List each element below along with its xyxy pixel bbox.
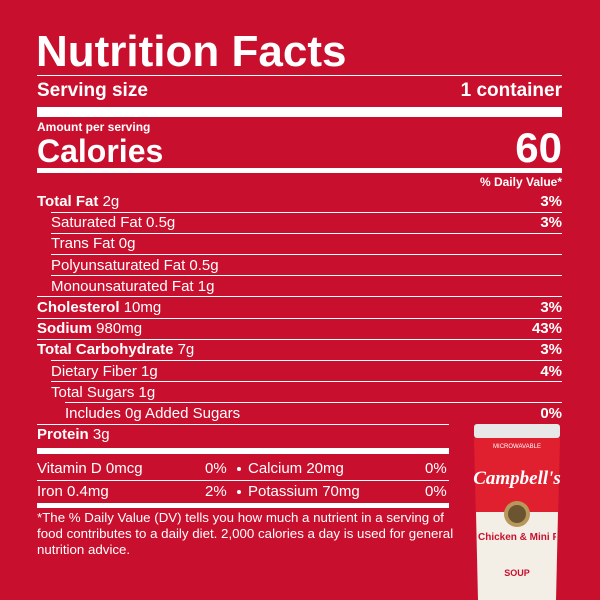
nutrient-row: Total Carbohydrate 7g 3% [37, 339, 562, 360]
amount-per-serving: Amount per serving [37, 120, 151, 134]
nutrient-name: Protein [37, 426, 89, 444]
rule [37, 480, 449, 481]
nutrient-name: Cholesterol [37, 299, 120, 316]
nutrient-name: Dietary Fiber 1g [51, 362, 158, 380]
nutrient-row: Dietary Fiber 1g 4% [37, 361, 562, 382]
nutrient-row: Total Sugars 1g [37, 382, 562, 403]
nutrient-amount: 2g [102, 193, 120, 210]
serving-label: Serving size [37, 80, 148, 101]
calories-label: Calories [37, 133, 164, 169]
footnote: *The % Daily Value (DV) tells you how mu… [37, 510, 454, 557]
bullet [237, 467, 241, 471]
rule [37, 503, 449, 508]
nutrient-row: Sodium 980mg 43% [37, 318, 562, 339]
nutrient-row: Monounsaturated Fat 1g [37, 276, 562, 297]
rule [51, 381, 562, 383]
vitamin-name: Calcium 20mg [248, 460, 344, 477]
nutrient-name: Sodium [37, 320, 92, 338]
vitamin-name: Vitamin D 0mcg [37, 460, 143, 477]
product-brand: Campbell's [473, 468, 561, 489]
title: Nutrition Facts [36, 27, 347, 76]
nutrient-name: Monounsaturated Fat 1g [51, 277, 215, 295]
vitamin-dv: 2% [205, 483, 227, 500]
rule [51, 211, 562, 213]
rule [37, 423, 449, 425]
vitamin-dv: 0% [425, 460, 447, 477]
nutrient-row: Includes 0g Added Sugars 0% [37, 403, 562, 424]
serving-value: 1 container [460, 80, 562, 101]
nutrient-amount: 7g [177, 341, 195, 359]
daily-value: 3% [540, 299, 562, 316]
nutrient-amount: 10mg [123, 299, 162, 316]
bullet [237, 490, 241, 494]
rule [51, 232, 562, 234]
rule [51, 359, 562, 361]
rule [37, 448, 449, 454]
nutrient-amount: 3g [92, 426, 110, 444]
rule [37, 168, 562, 173]
nutrient-name: Includes 0g Added Sugars [65, 405, 241, 422]
rule [37, 107, 562, 117]
rule [37, 296, 562, 298]
product-cup: MICROWAVABLE Campbell's Chicken & Mini R… [473, 424, 561, 600]
daily-value: 43% [531, 320, 562, 338]
nutrient-row: Total Fat 2g 3% [37, 191, 562, 212]
daily-value-header: % Daily Value* [479, 175, 562, 189]
nutrient-row: Trans Fat 0g [37, 233, 562, 254]
daily-value: 3% [540, 193, 562, 210]
nutrient-name: Polyunsaturated Fat 0.5g [51, 256, 219, 274]
vitamin-dv: 0% [425, 483, 447, 500]
nutrient-name: Total Fat [37, 193, 99, 210]
nutrient-row: Cholesterol 10mg 3% [37, 297, 562, 318]
rule [65, 402, 562, 404]
nutrient-name: Total Carbohydrate [37, 341, 174, 359]
product-name: Chicken & Mini Round Noodles [478, 532, 556, 543]
nutrient-row: Saturated Fat 0.5g 3% [37, 212, 562, 233]
rule [37, 338, 562, 340]
rule [51, 253, 562, 255]
vitamin-dv: 0% [205, 460, 227, 477]
daily-value: 4% [540, 362, 562, 380]
nutrient-row: Polyunsaturated Fat 0.5g [37, 255, 562, 276]
nutrient-name: Saturated Fat 0.5g [51, 214, 176, 232]
daily-value: 3% [540, 214, 562, 232]
rule [51, 275, 562, 277]
nutrient-name: Total Sugars 1g [51, 383, 156, 401]
nutrient-amount: 980mg [96, 320, 143, 338]
nutrient-row: Protein 3g [37, 424, 562, 445]
vitamin-name: Potassium 70mg [248, 483, 360, 500]
product-badge: MICROWAVABLE [493, 444, 541, 450]
calories-value: 60 [515, 124, 562, 171]
vitamin-name: Iron 0.4mg [37, 483, 109, 500]
nutrient-name: Trans Fat 0g [51, 235, 136, 253]
product-kind: SOUP [504, 568, 530, 578]
rule [37, 317, 562, 319]
daily-value: 3% [540, 341, 562, 359]
rule [37, 75, 562, 76]
daily-value: 0% [540, 405, 562, 422]
